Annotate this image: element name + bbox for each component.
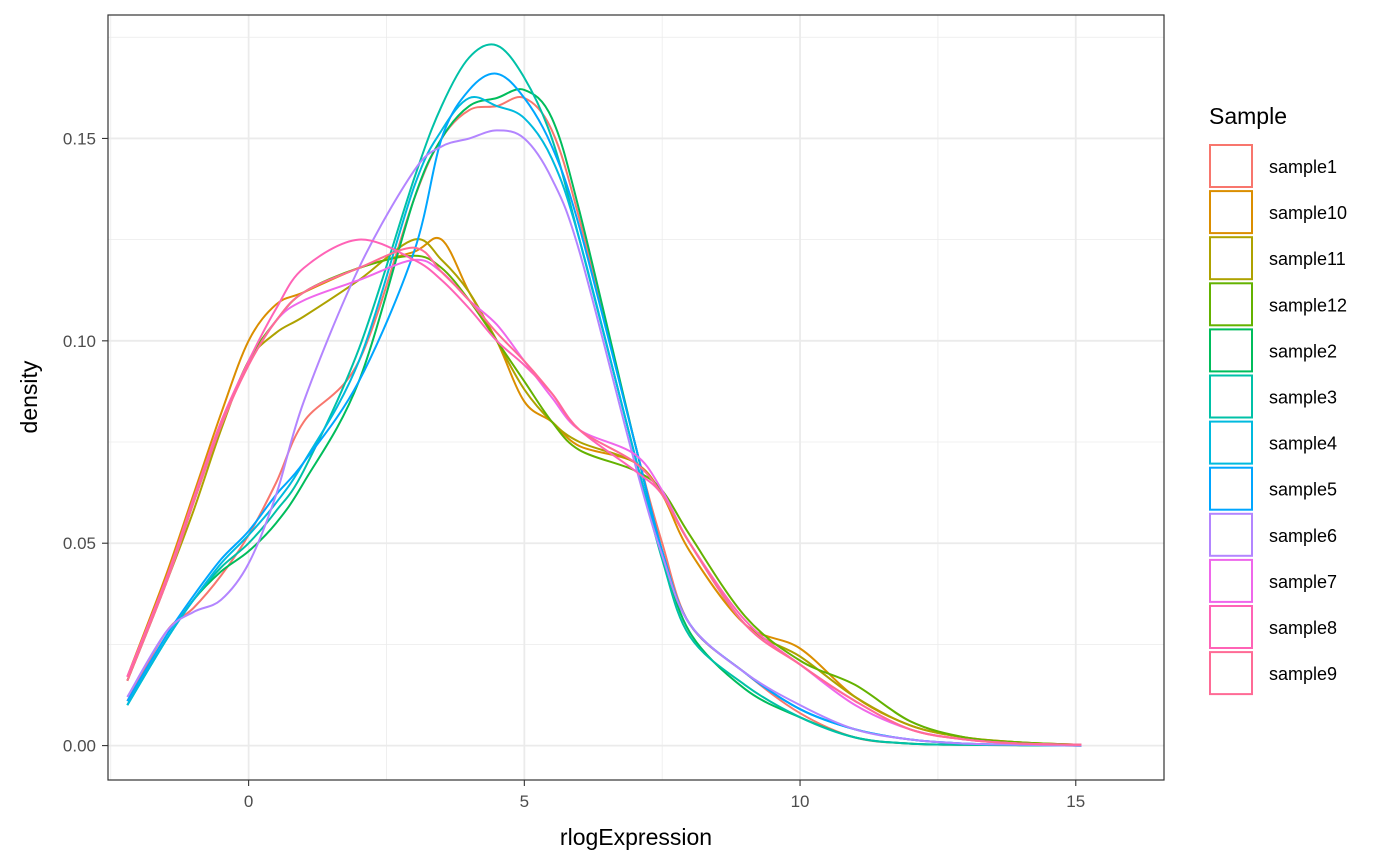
legend-label-sample12: sample12 <box>1269 295 1347 315</box>
y-axis-title: density <box>16 360 42 433</box>
series-line-sample6 <box>126 129 1082 747</box>
legend-items: sample1 sample10 sample11 sample12 sample2 sa… <box>1209 144 1347 696</box>
legend-key-sample7 <box>1209 558 1253 603</box>
x-axis: 0 5 10 15 <box>244 780 1085 811</box>
y-tick-label: 0.15 <box>63 129 96 148</box>
x-tick-label: 10 <box>791 792 810 811</box>
y-tick-label: 0.05 <box>63 534 96 553</box>
y-axis: 0.00 0.05 0.10 0.15 <box>63 129 108 756</box>
legend: Sample sample1sample10sample11sample12sa… <box>1209 103 1347 696</box>
legend-key-sample3 <box>1209 374 1253 419</box>
legend-label-sample10: sample10 <box>1269 203 1347 223</box>
series-line-sample9 <box>126 246 1082 746</box>
legend-label-sample11: sample11 <box>1269 249 1346 269</box>
legend-key-sample12 <box>1209 282 1253 327</box>
legend-key-sample9 <box>1209 651 1253 696</box>
legend-label-sample6: sample6 <box>1269 526 1337 546</box>
legend-key-sample2 <box>1209 328 1253 373</box>
legend-key-sample1 <box>1209 144 1253 188</box>
y-tick-label: 0.00 <box>63 737 96 756</box>
x-tick-label: 15 <box>1066 792 1085 811</box>
legend-title: Sample <box>1209 103 1287 129</box>
series-lines <box>126 43 1082 747</box>
legend-key-sample5 <box>1209 466 1253 511</box>
legend-label-sample1: sample1 <box>1269 157 1337 177</box>
legend-key-sample4 <box>1209 420 1253 465</box>
legend-label-sample8: sample8 <box>1269 618 1337 638</box>
legend-key-sample6 <box>1209 512 1253 557</box>
plot-border <box>107 14 1165 781</box>
x-tick-label: 5 <box>520 792 529 811</box>
legend-key-sample11 <box>1209 236 1253 281</box>
series-line-sample3 <box>126 43 1082 747</box>
plot-panel <box>108 15 1164 780</box>
x-tick-label: 0 <box>244 792 253 811</box>
grid-minor <box>108 15 1164 780</box>
legend-label-sample5: sample5 <box>1269 480 1337 500</box>
legend-label-sample7: sample7 <box>1269 572 1337 592</box>
legend-label-sample4: sample4 <box>1269 434 1337 454</box>
y-tick-label: 0.10 <box>63 332 96 351</box>
legend-label-sample3: sample3 <box>1269 388 1337 408</box>
series-line-sample5 <box>126 72 1082 747</box>
legend-label-sample2: sample2 <box>1269 341 1337 361</box>
legend-key-sample10 <box>1209 190 1253 235</box>
legend-label-sample9: sample9 <box>1269 664 1337 684</box>
legend-key-sample8 <box>1209 605 1253 649</box>
x-axis-title: rlogExpression <box>560 824 712 850</box>
